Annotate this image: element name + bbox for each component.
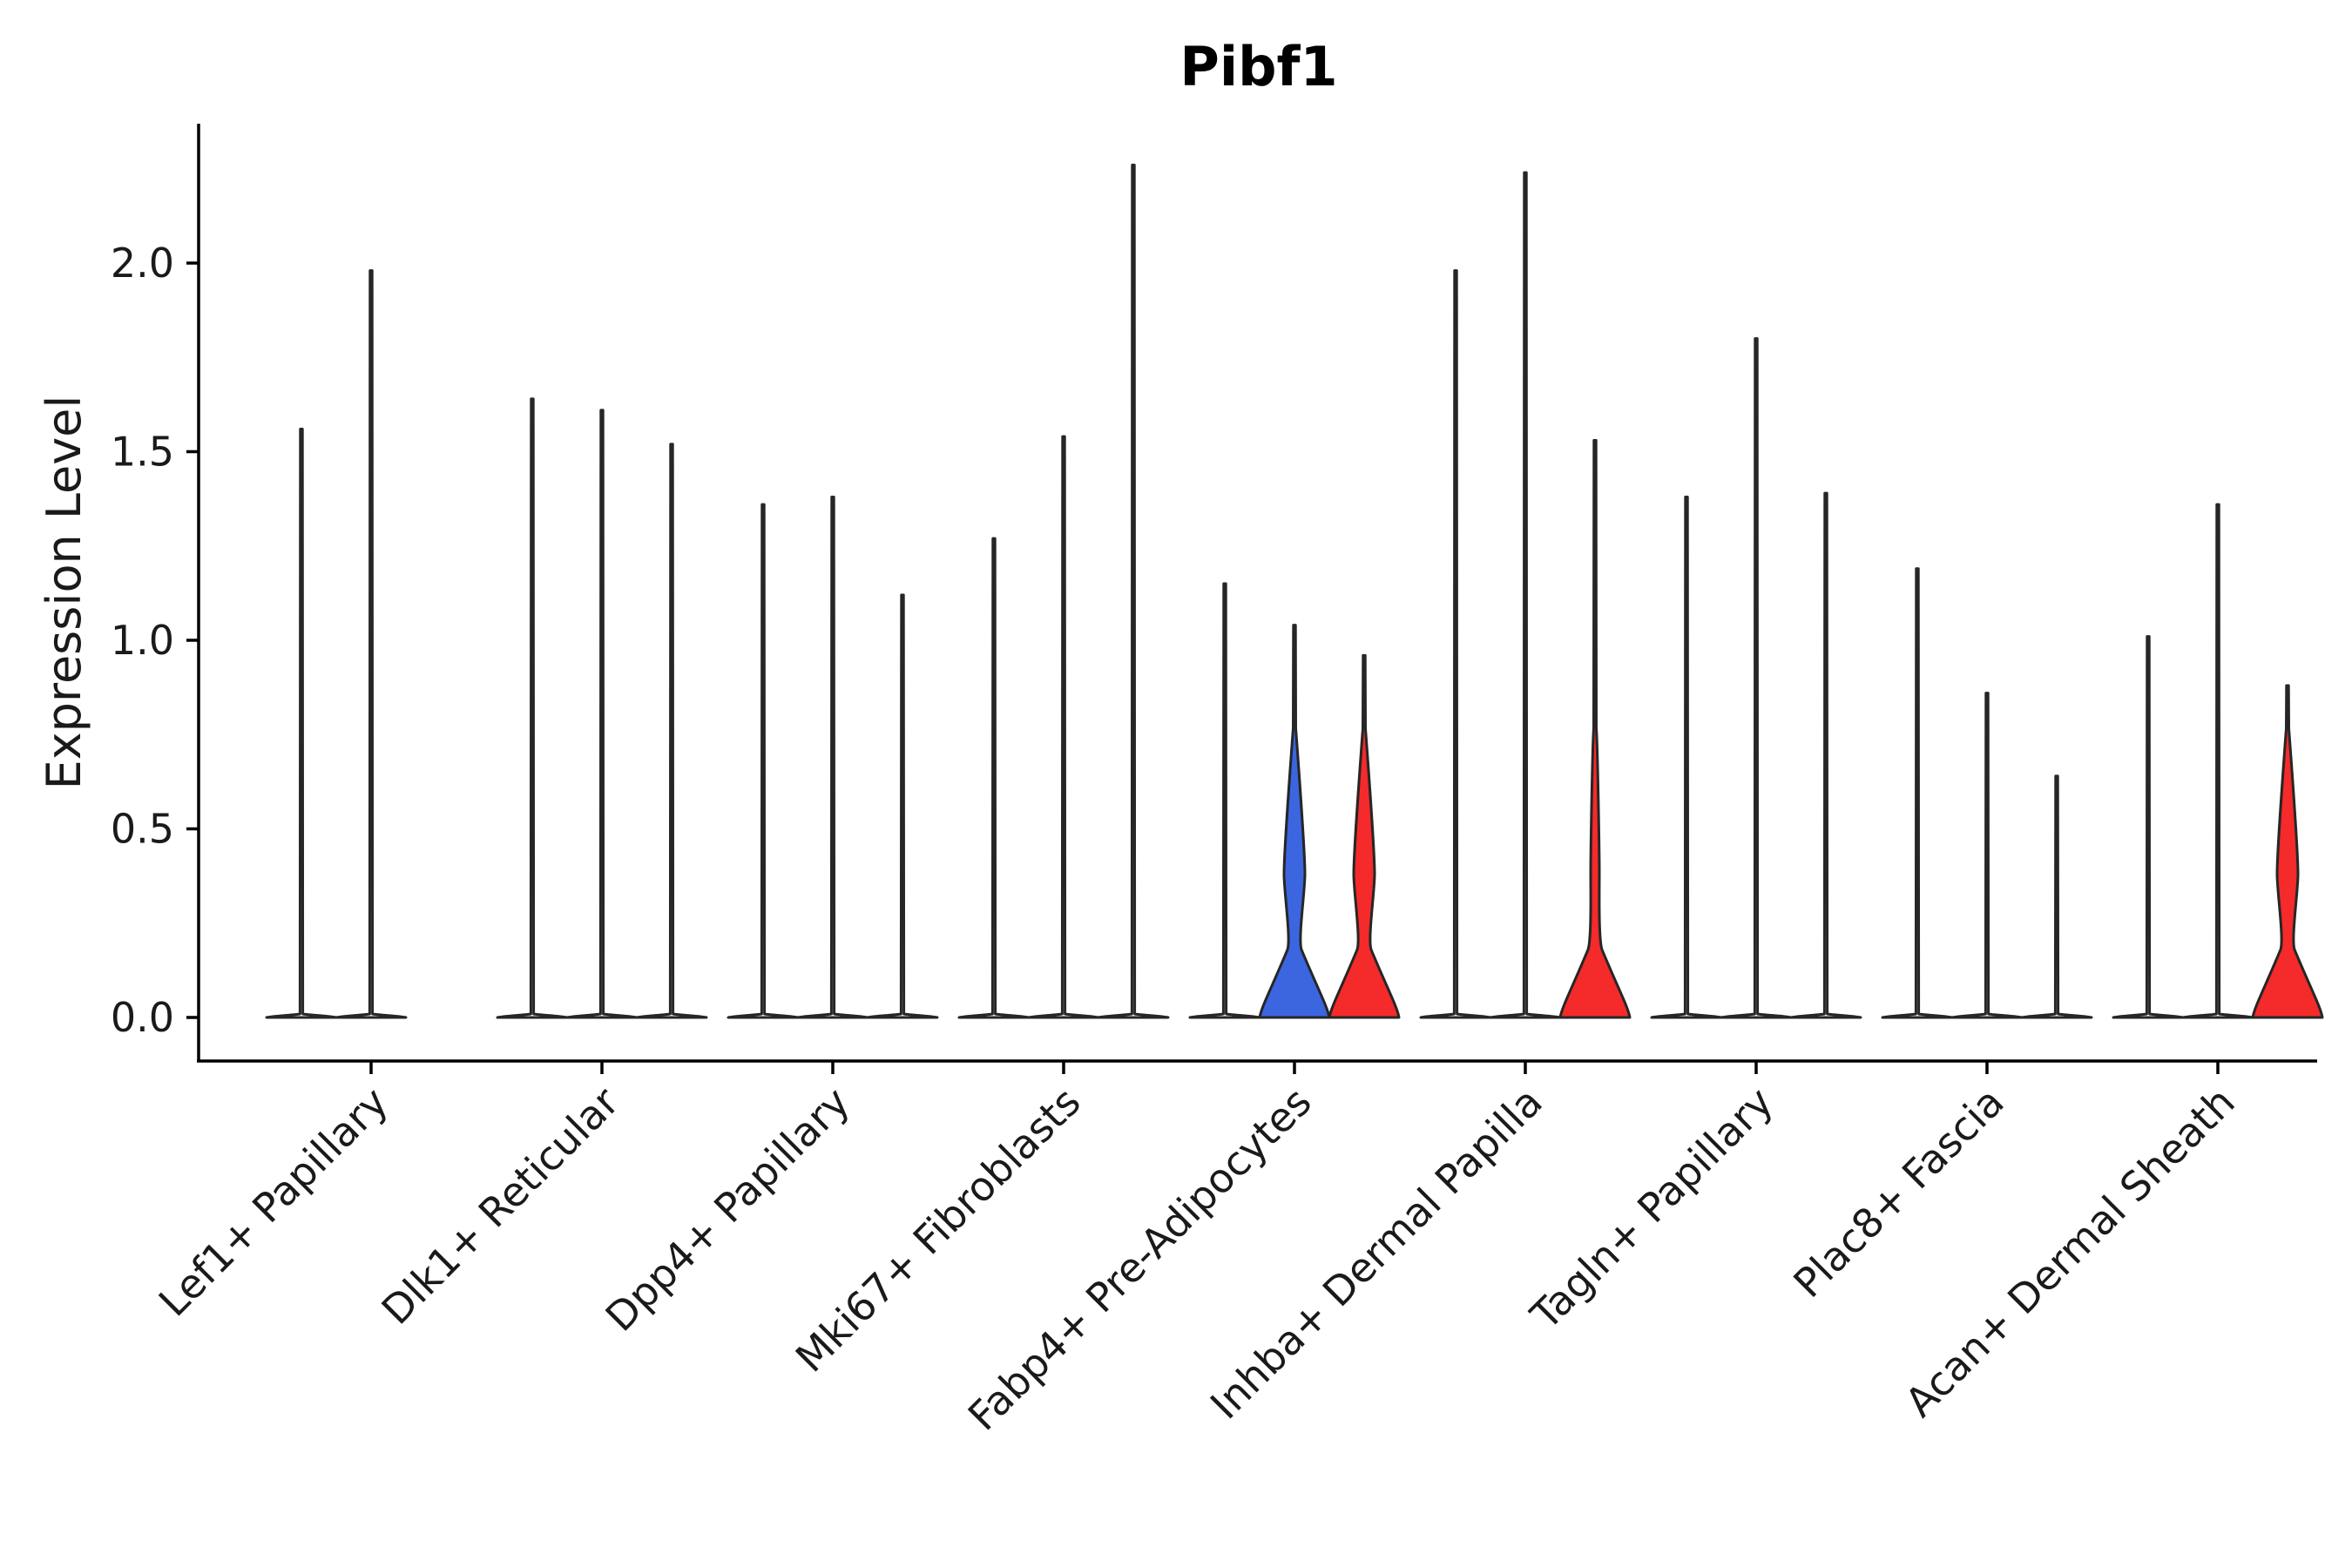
violin (1097, 163, 1170, 1019)
y-tick-label: 0.5 (111, 806, 174, 853)
violins-layer (265, 163, 2324, 1019)
y-tick-label: 1.0 (111, 617, 174, 664)
violin (2251, 684, 2324, 1019)
y-axis: 0.0 0.5 1.0 1.5 2.0 (111, 240, 199, 1041)
violin (2112, 635, 2185, 1019)
y-tick-label: 2.0 (111, 240, 174, 287)
violin (496, 397, 569, 1019)
violin (1188, 582, 1261, 1019)
x-tick-label: Tagln+ Papillary (1521, 1078, 1782, 1340)
violin (565, 409, 639, 1019)
violin (1650, 495, 1723, 1019)
x-tick-label: Lef1+ Papillary (150, 1078, 397, 1326)
violin (1027, 435, 1100, 1019)
violin (1950, 692, 2024, 1019)
y-tick-label: 0.0 (111, 994, 174, 1041)
violin (265, 428, 338, 1019)
violin (957, 537, 1031, 1019)
violin (1328, 653, 1401, 1019)
x-tick-label: Dlk1+ Reticular (373, 1078, 628, 1334)
violin (1258, 624, 1331, 1019)
violin (1489, 171, 1562, 1019)
violin (866, 593, 939, 1019)
violin (1881, 567, 1954, 1019)
violin (335, 269, 408, 1019)
violin (2020, 774, 2093, 1019)
violin (1558, 439, 1632, 1019)
y-tick-label: 1.5 (111, 429, 174, 476)
x-tick-label: Plac8+ Fascia (1784, 1078, 2012, 1307)
violin (1720, 337, 1793, 1019)
violin (635, 443, 708, 1019)
chart-title: Pibf1 (1179, 35, 1337, 98)
violin (796, 495, 869, 1019)
violin (2181, 503, 2254, 1019)
violin (727, 503, 800, 1019)
x-tick-label: Dpp4+ Papillary (597, 1078, 859, 1341)
violin (1419, 269, 1492, 1019)
violin (1789, 491, 1862, 1019)
y-axis-title: Expression Level (37, 395, 91, 790)
